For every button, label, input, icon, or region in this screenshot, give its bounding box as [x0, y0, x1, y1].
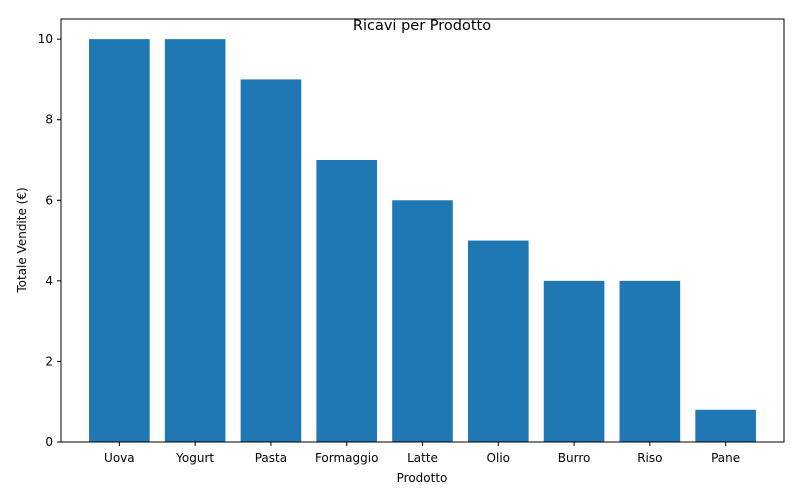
y-tick-label: 4: [45, 274, 53, 288]
bar-uova: [89, 39, 150, 443]
x-tick-label: Burro: [558, 451, 591, 465]
x-tick-label: Olio: [487, 451, 510, 465]
y-tick-label: 2: [45, 354, 53, 368]
x-tick-label: Riso: [637, 451, 662, 465]
bar-burro: [543, 280, 605, 442]
plot-frame: [60, 18, 785, 443]
y-tick-label: 0: [45, 435, 53, 449]
bar-yogurt: [164, 39, 226, 443]
bar-pane: [695, 409, 756, 442]
x-axis-ticks: Uova Yogurt Pasta Formaggio Latte Olio Burro Ri…: [104, 442, 740, 465]
x-tick-label: Pane: [711, 451, 740, 465]
x-tick-label: Latte: [407, 451, 438, 465]
y-tick-label: 10: [38, 32, 53, 46]
bar-riso: [619, 280, 681, 442]
bar-latte: [392, 200, 453, 442]
y-tick-label: 8: [45, 113, 53, 127]
chart-title: Ricavi per Prodotto: [353, 18, 491, 34]
bar-pasta: [240, 79, 302, 442]
y-axis-label: Totale Vendite (€): [15, 187, 29, 293]
x-tick-label: Pasta: [255, 451, 287, 465]
x-tick-label: Yogurt: [175, 451, 214, 465]
x-axis-label: Prodotto: [397, 471, 448, 485]
y-axis-ticks: 0 2 4 6 8 10: [38, 32, 61, 449]
x-tick-label: Uova: [104, 451, 135, 465]
y-tick-label: 6: [45, 193, 53, 207]
bar-formaggio: [316, 160, 378, 442]
x-tick-label: Formaggio: [315, 451, 379, 465]
bars-group: [89, 39, 756, 443]
bar-olio: [467, 240, 529, 442]
